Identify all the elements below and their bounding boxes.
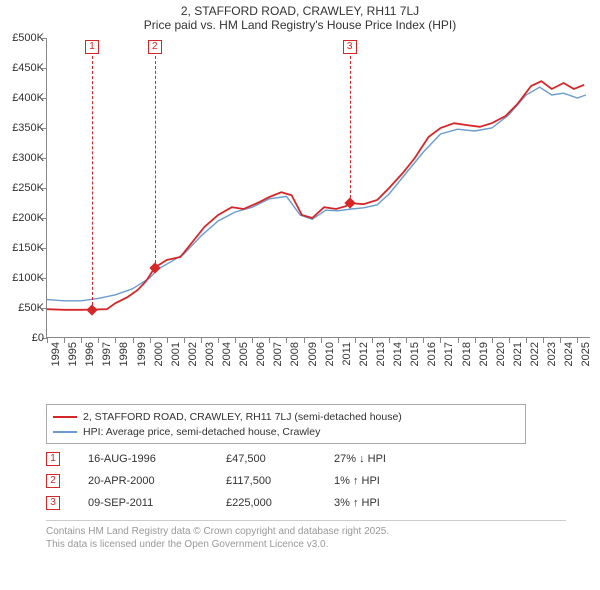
y-axis-tick-label: £450K [0,62,44,74]
attribution-line: This data is licensed under the Open Gov… [46,538,566,551]
sales-marker-icon: 1 [46,452,60,466]
attribution-block: Contains HM Land Registry data © Crown c… [46,520,566,551]
marker-guideline [350,56,351,203]
sales-price: £117,500 [226,475,306,487]
marker-guideline [155,56,156,268]
legend-item: 2, STAFFORD ROAD, CRAWLEY, RH11 7LJ (sem… [53,409,519,424]
sales-row: 3 09-SEP-2011 £225,000 3% ↑ HPI [46,492,424,514]
sales-table: 1 16-AUG-1996 £47,500 27% ↓ HPI 2 20-APR… [46,448,424,514]
y-axis-tick-label: £200K [0,212,44,224]
marker-label: 1 [85,40,99,54]
chart-title-line1: 2, STAFFORD ROAD, CRAWLEY, RH11 7LJ [0,4,600,18]
y-axis-tick-label: £500K [0,32,44,44]
sales-price: £47,500 [226,453,306,465]
sales-marker-icon: 3 [46,496,60,510]
legend-label: 2, STAFFORD ROAD, CRAWLEY, RH11 7LJ (sem… [83,411,402,423]
sales-date: 09-SEP-2011 [88,497,198,509]
sales-date: 20-APR-2000 [88,475,198,487]
legend: 2, STAFFORD ROAD, CRAWLEY, RH11 7LJ (sem… [46,404,526,444]
plot-area: 1 2 3 [46,38,590,338]
y-axis-tick-label: £400K [0,92,44,104]
sales-hpi-delta: 3% ↑ HPI [334,497,424,509]
legend-item: HPI: Average price, semi-detached house,… [53,424,519,439]
x-axis-tick-label: 2025 [580,342,600,366]
chart-title-block: 2, STAFFORD ROAD, CRAWLEY, RH11 7LJ Pric… [0,0,600,32]
y-axis-tick-label: £50K [0,302,44,314]
legend-swatch [53,431,77,433]
sales-hpi-delta: 27% ↓ HPI [334,453,424,465]
y-axis-tick-label: £350K [0,122,44,134]
marker-label: 2 [148,40,162,54]
legend-swatch [53,416,77,418]
sales-price: £225,000 [226,497,306,509]
sales-date: 16-AUG-1996 [88,453,198,465]
sales-marker-icon: 2 [46,474,60,488]
y-axis-tick-label: £250K [0,182,44,194]
line-chart-svg [47,38,591,338]
sales-row: 2 20-APR-2000 £117,500 1% ↑ HPI [46,470,424,492]
attribution-line: Contains HM Land Registry data © Crown c… [46,525,566,538]
marker-label: 3 [343,40,357,54]
y-axis-tick-label: £0 [0,332,44,344]
sales-hpi-delta: 1% ↑ HPI [334,475,424,487]
legend-label: HPI: Average price, semi-detached house,… [83,426,320,438]
x-axis-tick [47,338,48,343]
chart-container: 1 2 3 £0 £50K £100K £150K £200K £250K £300K £350K… [0,38,600,368]
marker-guideline [92,56,93,310]
y-axis-tick-label: £150K [0,242,44,254]
y-axis-tick-label: £300K [0,152,44,164]
sales-row: 1 16-AUG-1996 £47,500 27% ↓ HPI [46,448,424,470]
y-axis-tick-label: £100K [0,272,44,284]
series-line-price_paid [47,81,584,310]
chart-title-line2: Price paid vs. HM Land Registry's House … [0,18,600,32]
series-line-hpi [47,87,586,301]
